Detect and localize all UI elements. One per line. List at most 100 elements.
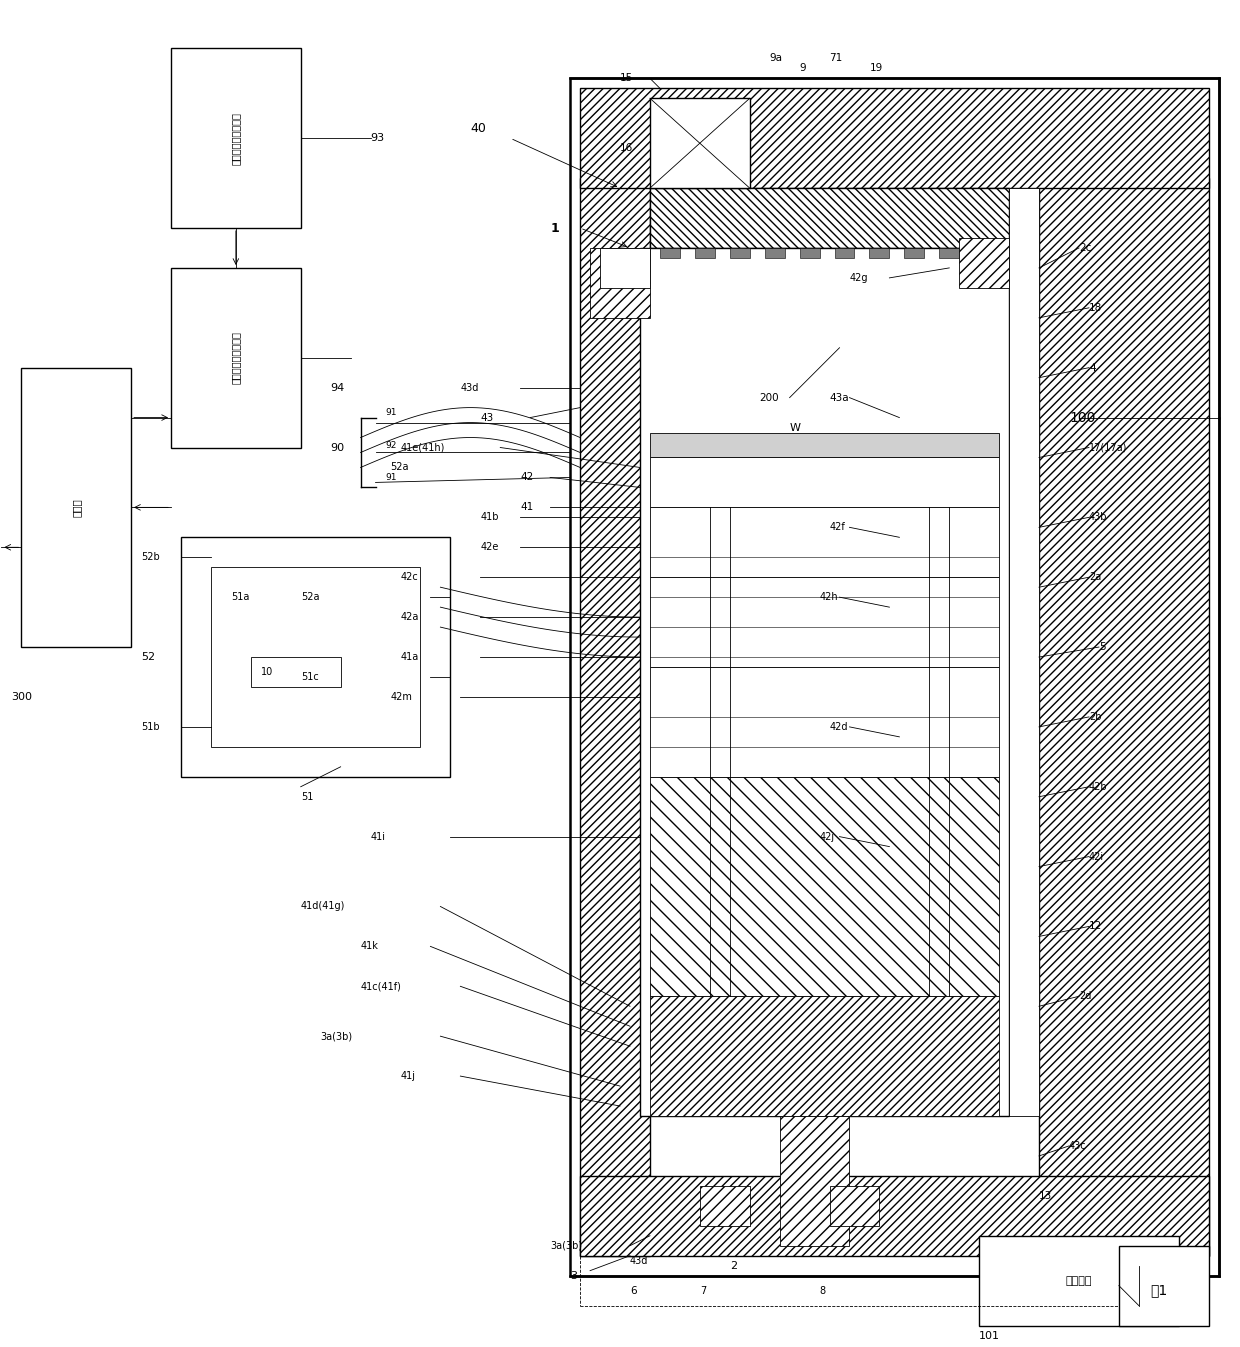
Text: 41i: 41i [371, 831, 386, 842]
Text: 16: 16 [620, 143, 634, 154]
Text: 71: 71 [830, 54, 843, 63]
Text: 10: 10 [260, 667, 273, 678]
Text: 42h: 42h [820, 593, 838, 602]
Text: 43b: 43b [1089, 512, 1107, 523]
Text: 51a: 51a [231, 593, 249, 602]
Text: 41: 41 [521, 502, 533, 512]
Text: 52a: 52a [391, 462, 409, 473]
Bar [765, 248, 785, 257]
Text: 43d: 43d [630, 1255, 649, 1266]
Text: 2b: 2b [1089, 713, 1101, 722]
Text: 43a: 43a [830, 392, 849, 403]
Bar [904, 248, 924, 257]
Text: 52b: 52b [141, 552, 160, 562]
Bar [580, 89, 1209, 189]
Bar [650, 777, 999, 997]
Bar [694, 248, 714, 257]
Text: 42i: 42i [1089, 851, 1104, 862]
Text: 8: 8 [820, 1285, 826, 1296]
Bar [250, 657, 341, 687]
Bar [869, 248, 889, 257]
Text: 42m: 42m [391, 692, 413, 702]
Text: 41b: 41b [480, 512, 498, 523]
Text: 92: 92 [386, 440, 397, 450]
Text: 93: 93 [371, 133, 384, 143]
Text: 90: 90 [331, 443, 345, 453]
Text: 42j: 42j [820, 831, 835, 842]
Bar [650, 667, 999, 777]
Text: 17(17a): 17(17a) [1089, 443, 1127, 453]
Bar [660, 248, 680, 257]
Bar [1009, 189, 1039, 1117]
Text: 42e: 42e [480, 543, 498, 552]
Text: 51b: 51b [141, 722, 160, 731]
Text: 52a: 52a [301, 593, 319, 602]
Text: 图1: 图1 [1151, 1284, 1167, 1297]
Bar [1039, 178, 1209, 1255]
Text: 52: 52 [141, 652, 155, 661]
Text: 2c: 2c [1079, 242, 1091, 253]
Text: 控制部: 控制部 [71, 498, 82, 517]
Text: 43: 43 [480, 412, 494, 423]
Text: 42: 42 [521, 473, 533, 482]
Text: 42a: 42a [401, 612, 419, 622]
Text: 排气装置: 排气装置 [1065, 1276, 1092, 1285]
Bar [171, 268, 301, 447]
Text: 2: 2 [730, 1261, 737, 1270]
Text: 加热器电源输出单元: 加热器电源输出单元 [231, 112, 241, 164]
Text: 51: 51 [301, 792, 312, 801]
Text: W: W [790, 423, 801, 432]
Bar [975, 248, 994, 257]
Text: 41k: 41k [361, 942, 378, 951]
Bar [650, 189, 1009, 248]
Text: 91: 91 [386, 473, 397, 482]
Text: 15: 15 [620, 73, 634, 84]
Bar [570, 78, 1219, 1276]
Text: 94: 94 [331, 383, 345, 392]
Bar [21, 368, 131, 647]
Bar [650, 508, 999, 578]
Text: 43c: 43c [1069, 1141, 1086, 1150]
Bar [835, 248, 854, 257]
Text: 41e(41h): 41e(41h) [401, 443, 445, 453]
Bar [830, 1185, 879, 1226]
Text: 12: 12 [1089, 921, 1102, 931]
Text: 200: 200 [760, 392, 779, 403]
Bar [600, 248, 650, 288]
Text: 42g: 42g [849, 273, 868, 283]
Text: 2a: 2a [1089, 572, 1101, 582]
Text: 5: 5 [1099, 643, 1106, 652]
Bar [650, 578, 999, 667]
Text: 41d(41g): 41d(41g) [301, 901, 345, 912]
Text: 91: 91 [386, 408, 397, 418]
Bar [699, 1185, 750, 1226]
Text: 42b: 42b [1089, 781, 1107, 792]
Bar [650, 98, 750, 189]
Text: 3a(3b): 3a(3b) [321, 1032, 353, 1041]
Bar [650, 458, 999, 508]
Bar [780, 1117, 849, 1246]
Text: 冷却介质源输出单元: 冷却介质源输出单元 [231, 331, 241, 384]
Bar [650, 432, 999, 458]
Text: 51c: 51c [301, 672, 319, 682]
Text: 6: 6 [630, 1285, 636, 1296]
Text: 13: 13 [1039, 1191, 1053, 1200]
Text: 3: 3 [570, 1270, 577, 1281]
Text: 41c(41f): 41c(41f) [361, 982, 402, 991]
Bar [590, 248, 650, 318]
Text: 300: 300 [11, 692, 32, 702]
Text: 9: 9 [800, 63, 806, 73]
Text: 4: 4 [1089, 362, 1096, 373]
Text: 42d: 42d [830, 722, 848, 731]
Text: 43d: 43d [460, 383, 479, 392]
Bar [939, 248, 960, 257]
Text: 18: 18 [1089, 303, 1102, 313]
Bar [171, 48, 301, 228]
Bar [640, 248, 1009, 1117]
Bar [580, 178, 650, 1255]
Bar [211, 567, 420, 746]
Bar [650, 997, 999, 1117]
Text: 41j: 41j [401, 1071, 415, 1082]
Bar [800, 248, 820, 257]
Text: 100: 100 [1069, 411, 1095, 424]
